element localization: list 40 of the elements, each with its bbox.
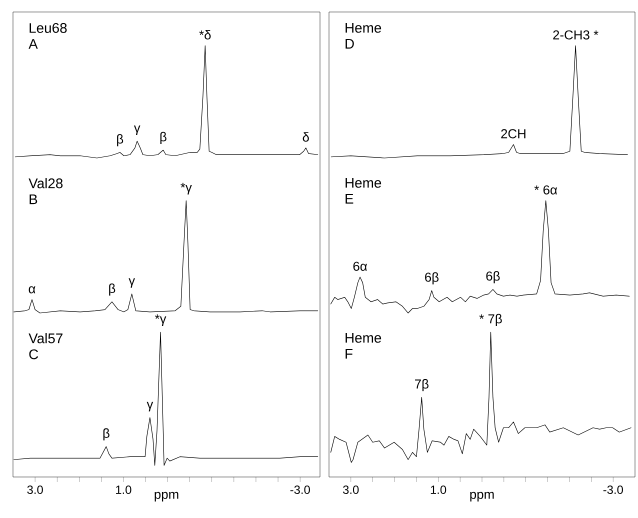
x-tick-label: -3.0 [603,486,623,494]
annotation: * 6α [534,185,558,194]
annotation: α [28,286,36,294]
chart-subtitle: D [346,38,354,49]
annotation: * 7β [479,314,502,326]
x-axis-title: ppm [154,492,178,502]
annotation: β [160,132,166,144]
chart-title: Heme [346,23,382,33]
annotation: *δ [199,30,211,40]
annotation: *γ [154,314,166,326]
x-tick-label: 3.0 [27,486,43,494]
x-tick-label: -3.0 [290,486,310,494]
annotation: 2-CH3 * [553,30,598,40]
annotation: γ [146,402,154,412]
chart-subtitle: A [28,39,38,49]
annotation: β [117,134,124,146]
annotation: 6β [425,272,439,284]
annotation: β [109,284,116,296]
annotation: β [103,428,110,440]
annotation: 6β [486,271,500,284]
annotation: δ [302,132,309,142]
annotation: 6α [353,262,367,271]
annotation: 7β [415,379,428,392]
chart-title: Heme [346,178,382,188]
x-axis-title: ppm [470,492,494,502]
x-tick-label: 1.0 [430,486,446,494]
chart-title: Heme [346,333,382,343]
chart-title: Val57 [28,333,62,344]
x-tick-label: 1.0 [116,486,132,494]
annotation: 2CH [501,129,526,138]
text: F [346,348,352,359]
text: C [29,349,38,360]
x-tick-label: 3.0 [343,486,359,494]
annotation: γ [134,125,140,135]
chart-subtitle: E [346,194,354,204]
annotation: *γ [180,182,192,195]
annotation: γ [128,278,136,288]
chart-title: Leu68 [30,23,67,33]
chart-subtitle: B [30,194,38,204]
chart-title: Val28 [28,178,63,188]
